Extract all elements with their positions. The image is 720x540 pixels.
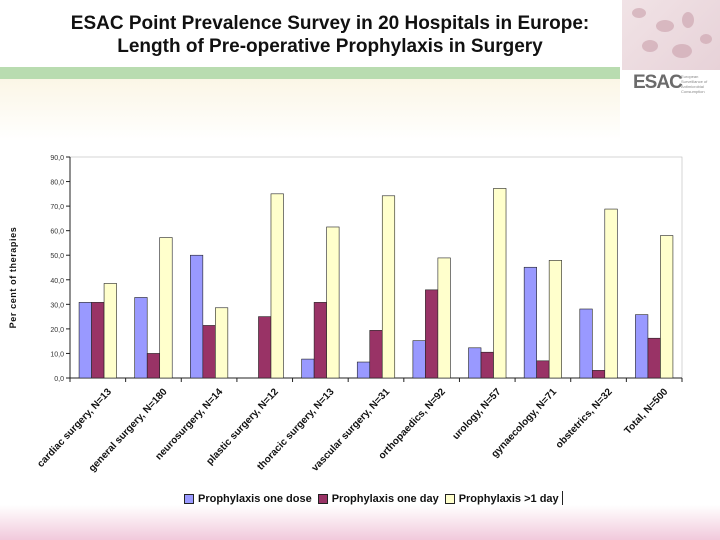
x-category-label: Total, N=500: [622, 386, 670, 437]
legend-label-more-than-one-day: Prophylaxis >1 day: [458, 493, 559, 505]
legend-swatch-one-dose: [184, 494, 194, 504]
y-tick-label: 20,0: [50, 327, 64, 334]
bar-one-dose: [635, 314, 649, 379]
bar-more-than-one-day: [437, 257, 451, 379]
bar-one-day: [480, 351, 494, 379]
bar-more-than-one-day: [103, 283, 117, 379]
bar-more-than-one-day: [493, 188, 507, 379]
bar-more-than-one-day: [381, 195, 396, 379]
y-tick-label: 30,0: [50, 302, 64, 309]
esac-logo: ESAC European Surveillance of Antimicrob…: [633, 72, 719, 94]
title-line-1: ESAC Point Prevalence Survey in 20 Hospi…: [70, 13, 590, 34]
bar-one-dose: [523, 266, 537, 379]
y-tick-label: 90,0: [50, 155, 64, 162]
header-accent-bar: [0, 67, 620, 79]
esac-logo-caption: European Surveillance of Antimicrobial C…: [681, 74, 708, 94]
bar-more-than-one-day: [548, 260, 562, 379]
bar-more-than-one-day: [326, 226, 340, 379]
y-tick-label: 0,0: [54, 376, 64, 383]
esac-logo-text: ESAC: [633, 72, 683, 93]
bar-one-day: [202, 325, 216, 379]
bar-more-than-one-day: [604, 208, 618, 379]
x-category-label: urology, N=57: [451, 386, 504, 442]
y-tick-label: 50,0: [50, 253, 64, 260]
bar-one-dose: [78, 302, 92, 379]
bar-one-dose: [134, 297, 148, 379]
bar-one-dose: [579, 308, 593, 379]
y-axis-title: Per cent of therapies: [8, 227, 18, 329]
bar-more-than-one-day: [159, 237, 173, 379]
bar-one-day: [536, 360, 550, 379]
bar-one-day: [91, 302, 105, 379]
bar-one-day: [369, 330, 383, 379]
y-tick-label: 40,0: [50, 278, 64, 285]
bar-one-day: [425, 289, 439, 379]
bar-one-day: [258, 316, 272, 379]
footer-band: [0, 505, 720, 540]
bar-one-day: [591, 370, 606, 379]
bar-more-than-one-day: [215, 307, 229, 379]
header-background: [0, 79, 620, 141]
y-tick-label: 60,0: [50, 229, 64, 236]
bar-one-dose: [301, 358, 315, 379]
bar-one-dose: [356, 361, 371, 379]
legend-swatch-more-than-one-day: [444, 494, 455, 504]
x-category-label: obstetrics, N=32: [554, 386, 615, 451]
title-line-2: Length of Pre-operative Prophylaxis in S…: [117, 36, 543, 57]
legend-swatch-one-day: [317, 494, 328, 504]
page-title: ESAC Point Prevalence Survey in 20 Hospi…: [0, 12, 660, 58]
legend-label-one-dose: Prophylaxis one dose: [198, 493, 312, 505]
legend-end-line: [561, 491, 563, 507]
bar-one-dose: [412, 340, 426, 379]
y-tick-label: 80,0: [50, 180, 64, 187]
bar-more-than-one-day: [660, 235, 674, 379]
bar-one-day: [146, 353, 161, 379]
chart-legend: Prophylaxis one dose Prophylaxis one day…: [178, 490, 563, 508]
legend-label-one-day: Prophylaxis one day: [331, 493, 439, 505]
bar-more-than-one-day: [270, 193, 284, 379]
y-tick-label: 10,0: [50, 351, 64, 358]
europe-map-logo: [622, 0, 720, 70]
bar-one-dose: [190, 254, 204, 379]
bar-one-dose: [468, 347, 482, 379]
y-tick-label: 70,0: [50, 204, 64, 211]
bar-one-day: [313, 302, 327, 379]
bar-one-day: [647, 337, 661, 379]
